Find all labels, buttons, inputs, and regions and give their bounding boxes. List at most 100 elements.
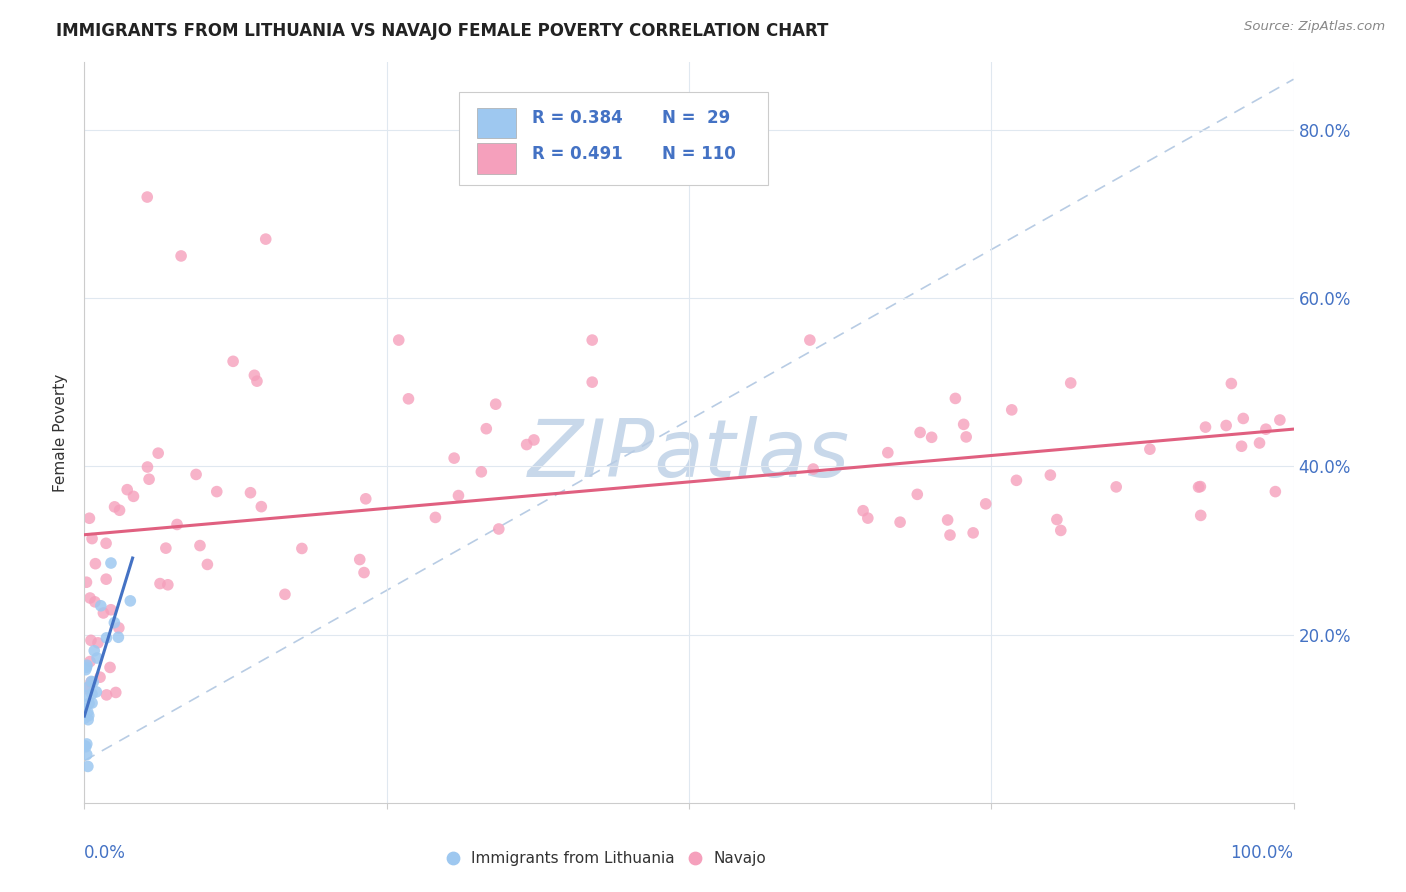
- Point: [100, 556, 122, 570]
- Point: [250, 500, 273, 514]
- Point: [398, 392, 420, 406]
- Point: [84, 595, 107, 609]
- Point: [188, 539, 211, 553]
- Point: [1001, 402, 1024, 417]
- Point: [107, 630, 129, 644]
- Point: [96, 631, 118, 645]
- Text: ZIPatlas: ZIPatlas: [527, 416, 851, 494]
- Point: [354, 491, 377, 506]
- Point: [103, 500, 125, 514]
- Point: [799, 333, 821, 347]
- Point: [1039, 468, 1062, 483]
- Point: [905, 487, 928, 501]
- Point: [75, 739, 97, 754]
- Point: [136, 190, 159, 204]
- Point: [945, 392, 967, 406]
- Point: [246, 374, 269, 388]
- Point: [170, 249, 193, 263]
- Point: [1105, 480, 1128, 494]
- Point: [1254, 422, 1277, 436]
- Point: [98, 660, 121, 674]
- Point: [291, 541, 314, 556]
- Point: [683, 859, 706, 873]
- Point: [80, 532, 103, 546]
- Point: [1139, 442, 1161, 457]
- Point: [136, 460, 159, 475]
- Point: [974, 497, 997, 511]
- Text: Immigrants from Lithuania: Immigrants from Lithuania: [471, 851, 675, 866]
- Point: [488, 522, 510, 536]
- Point: [90, 599, 112, 613]
- Point: [1005, 473, 1028, 487]
- Point: [205, 484, 228, 499]
- Point: [148, 446, 170, 460]
- Point: [1194, 420, 1216, 434]
- Point: [852, 504, 875, 518]
- Point: [75, 663, 97, 677]
- Point: [120, 594, 142, 608]
- Text: Source: ZipAtlas.com: Source: ZipAtlas.com: [1244, 20, 1385, 33]
- Point: [115, 483, 138, 497]
- Point: [523, 433, 546, 447]
- Point: [1187, 480, 1209, 494]
- Point: [79, 511, 101, 525]
- Point: [936, 513, 959, 527]
- Text: R = 0.491: R = 0.491: [531, 145, 623, 162]
- Point: [79, 655, 101, 669]
- Point: [80, 687, 103, 701]
- Point: [77, 697, 100, 711]
- Point: [76, 658, 98, 673]
- Point: [76, 705, 98, 719]
- Point: [94, 536, 117, 550]
- FancyBboxPatch shape: [460, 92, 768, 185]
- Point: [962, 525, 984, 540]
- Point: [921, 430, 943, 444]
- Point: [516, 437, 538, 451]
- Text: N =  29: N = 29: [662, 109, 731, 127]
- Point: [149, 576, 172, 591]
- Point: [82, 675, 104, 690]
- Point: [1060, 376, 1083, 390]
- Point: [103, 615, 125, 630]
- Point: [1232, 411, 1254, 425]
- Point: [76, 759, 98, 773]
- Point: [77, 708, 100, 723]
- Point: [76, 737, 98, 751]
- Point: [388, 333, 411, 347]
- Point: [96, 688, 118, 702]
- Point: [908, 425, 931, 440]
- Point: [952, 417, 974, 432]
- Point: [75, 575, 97, 590]
- Point: [475, 422, 498, 436]
- Point: [254, 232, 277, 246]
- Point: [108, 621, 131, 635]
- Point: [856, 511, 879, 525]
- Point: [441, 859, 464, 873]
- Point: [470, 465, 492, 479]
- Point: [75, 681, 97, 696]
- Point: [801, 462, 824, 476]
- Point: [84, 557, 107, 571]
- Point: [138, 472, 160, 486]
- Y-axis label: Female Poverty: Female Poverty: [53, 374, 69, 491]
- Point: [100, 603, 122, 617]
- Point: [1249, 436, 1271, 450]
- Text: 100.0%: 100.0%: [1230, 844, 1294, 862]
- Point: [96, 572, 118, 586]
- Point: [76, 747, 98, 762]
- Point: [86, 651, 108, 665]
- Point: [443, 451, 465, 466]
- Point: [447, 489, 470, 503]
- Point: [274, 587, 297, 601]
- Point: [86, 685, 108, 699]
- Point: [75, 689, 97, 703]
- Point: [1230, 439, 1253, 453]
- Point: [80, 633, 103, 648]
- Point: [1220, 376, 1243, 391]
- Text: Navajo: Navajo: [713, 851, 766, 866]
- Point: [1268, 413, 1291, 427]
- Text: IMMIGRANTS FROM LITHUANIA VS NAVAJO FEMALE POVERTY CORRELATION CHART: IMMIGRANTS FROM LITHUANIA VS NAVAJO FEMA…: [56, 22, 828, 40]
- Point: [80, 675, 103, 690]
- Point: [77, 680, 100, 694]
- Point: [155, 541, 177, 556]
